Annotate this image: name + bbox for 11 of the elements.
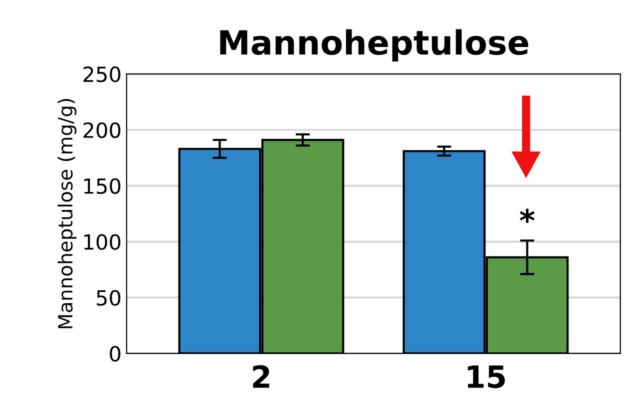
x-tick-label: 2 <box>253 365 270 388</box>
y-tick-label: 0 <box>110 346 120 362</box>
annotation: * <box>520 208 535 223</box>
y-tick-label: 150 <box>84 178 120 194</box>
y-tick-label: 50 <box>96 290 120 306</box>
y-axis-title: Mannoheptulose (mg/g) <box>58 99 76 328</box>
y-tick-label: 200 <box>84 122 120 138</box>
chart-title: Mannoheptulose <box>220 29 528 62</box>
y-tick-label: 100 <box>84 234 120 250</box>
y-tick-label: 250 <box>84 66 120 82</box>
x-tick-label: 15 <box>468 366 505 388</box>
